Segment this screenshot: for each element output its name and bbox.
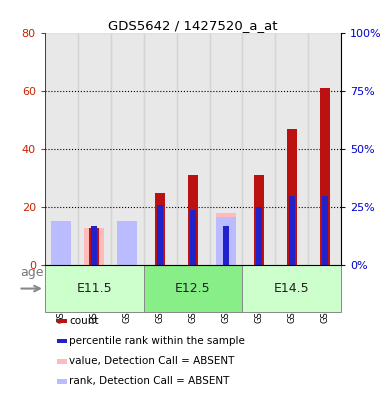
Bar <box>289 196 295 265</box>
Text: value, Detection Call = ABSENT: value, Detection Call = ABSENT <box>69 356 234 366</box>
Bar <box>190 210 196 265</box>
Text: count: count <box>69 316 99 326</box>
Bar <box>188 176 198 265</box>
Bar <box>322 196 328 265</box>
Text: rank, Detection Call = ABSENT: rank, Detection Call = ABSENT <box>69 376 230 386</box>
Bar <box>57 379 67 384</box>
Bar <box>308 33 341 265</box>
Text: age: age <box>20 266 43 279</box>
Bar <box>57 319 67 323</box>
Bar <box>177 33 209 265</box>
Bar <box>157 205 163 265</box>
Bar <box>320 88 330 265</box>
Bar <box>51 221 71 265</box>
Bar <box>117 222 137 265</box>
Bar <box>275 33 308 265</box>
Title: GDS5642 / 1427520_a_at: GDS5642 / 1427520_a_at <box>108 19 278 32</box>
Bar <box>243 265 341 312</box>
Bar <box>256 208 262 265</box>
Bar <box>216 213 236 265</box>
Bar <box>216 217 236 265</box>
Bar <box>243 33 275 265</box>
Bar <box>111 33 144 265</box>
Bar <box>84 228 104 265</box>
Bar <box>91 226 98 265</box>
Bar <box>155 193 165 265</box>
Text: E12.5: E12.5 <box>175 282 211 295</box>
Bar <box>287 129 297 265</box>
Bar <box>78 33 111 265</box>
Bar <box>117 221 137 265</box>
Bar <box>209 33 243 265</box>
Bar <box>89 228 99 265</box>
Bar <box>144 265 243 312</box>
Text: E11.5: E11.5 <box>76 282 112 295</box>
Bar <box>144 33 177 265</box>
Bar <box>57 359 67 364</box>
Text: E14.5: E14.5 <box>274 282 310 295</box>
Bar <box>45 33 78 265</box>
Bar <box>57 339 67 343</box>
Text: percentile rank within the sample: percentile rank within the sample <box>69 336 245 346</box>
Bar <box>223 226 229 265</box>
Bar <box>45 265 144 312</box>
Bar <box>51 222 71 265</box>
Bar <box>254 176 264 265</box>
